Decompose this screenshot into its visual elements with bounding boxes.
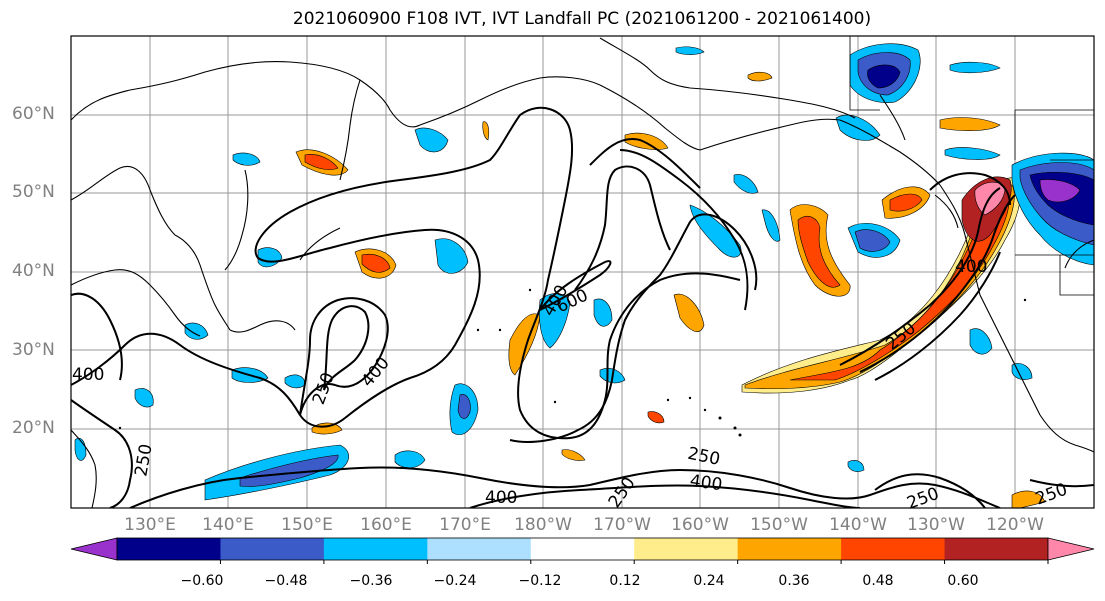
colorbar-tick-label: 0.12 xyxy=(609,573,641,589)
colorbar-segment xyxy=(634,538,739,560)
colorbar-segment xyxy=(323,538,428,560)
colorbar-segment xyxy=(220,538,325,560)
lon-label: 140°E xyxy=(202,515,254,535)
lon-label: 150°E xyxy=(281,515,333,535)
colorbar-tick-label: 0.36 xyxy=(778,573,810,589)
contour-label: 250 xyxy=(131,443,156,478)
colorbar-extend-high xyxy=(1047,537,1095,561)
colorbar-tick-label: −0.60 xyxy=(180,573,224,589)
contour-label: 250 xyxy=(1033,480,1070,510)
contour-label: 400 xyxy=(358,353,394,391)
colorbar-tick-label: −0.36 xyxy=(349,573,393,589)
colorbar-segment xyxy=(944,538,1049,560)
colorbar-extend-low xyxy=(70,537,118,561)
lon-label: 170°E xyxy=(439,515,491,535)
negative-ivt-shading xyxy=(74,43,1094,501)
colorbar-segment xyxy=(530,538,635,560)
lon-label: 140°W xyxy=(829,515,887,535)
colorbar-ticks xyxy=(219,560,1049,564)
ivt-contours xyxy=(71,106,1094,508)
contour-label: 400 xyxy=(689,471,724,495)
contour-label: 400 xyxy=(72,365,104,385)
lon-label: 130°E xyxy=(124,515,176,535)
colorbar xyxy=(70,537,1095,564)
lon-label: 150°W xyxy=(750,515,808,535)
colorbar-segment xyxy=(737,538,842,560)
lon-label: 130°W xyxy=(907,515,965,535)
contour-label: 400 xyxy=(485,488,517,508)
lat-label: 30°N xyxy=(12,340,55,360)
island-dots xyxy=(118,288,1027,437)
lon-label: 160°E xyxy=(360,515,412,535)
colorbar-tick-label: −0.12 xyxy=(518,573,562,589)
colorbar-tick-label: −0.48 xyxy=(264,573,308,589)
colorbar-segments xyxy=(116,537,1049,561)
coastlines xyxy=(71,37,1094,508)
positive-ivt-shading xyxy=(295,71,1046,508)
lon-label: 180°W xyxy=(514,515,572,535)
lat-label: 40°N xyxy=(12,261,55,281)
colorbar-tick-label: 0.48 xyxy=(862,573,894,589)
map-title: 2021060900 F108 IVT, IVT Landfall PC (20… xyxy=(292,9,872,29)
lon-label: 120°W xyxy=(986,515,1044,535)
colorbar-segment xyxy=(841,538,946,560)
lon-label: 170°W xyxy=(593,515,651,535)
contour-label: 250 xyxy=(904,484,941,514)
political-borders xyxy=(849,36,1094,296)
contour-label: 250 xyxy=(309,370,339,407)
lat-label: 50°N xyxy=(12,182,55,202)
gridlines xyxy=(71,36,1094,508)
lat-label: 60°N xyxy=(12,104,55,124)
colorbar-tick-label: 0.60 xyxy=(947,573,979,589)
contour-label: 250 xyxy=(686,444,722,470)
lat-label: 20°N xyxy=(12,418,55,438)
colorbar-tick-label: 0.24 xyxy=(693,573,725,589)
lon-label: 160°W xyxy=(671,515,729,535)
colorbar-segment xyxy=(427,538,532,560)
colorbar-segment xyxy=(117,538,221,560)
map-frame xyxy=(70,35,1095,509)
contour-label: 400 xyxy=(955,257,987,277)
colorbar-tick-label: −0.24 xyxy=(433,573,477,589)
